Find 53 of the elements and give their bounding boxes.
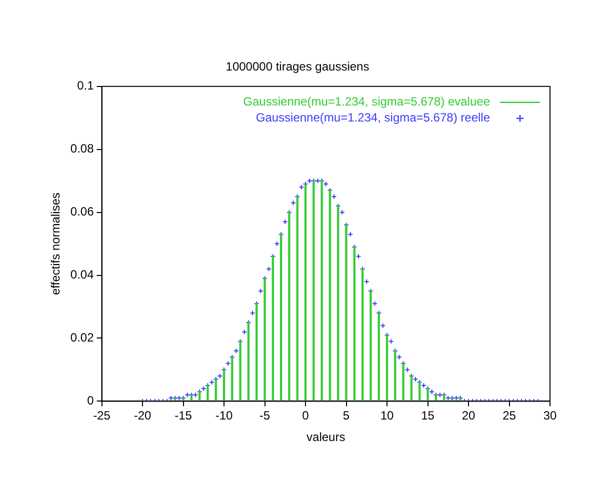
- bar: [239, 341, 242, 402]
- x-tick-label: 0: [302, 408, 310, 423]
- legend-label: Gaussienne(mu=1.234, sigma=5.678) evaluee: [243, 94, 490, 109]
- bar: [288, 212, 290, 402]
- x-tick-label: -5: [259, 408, 270, 423]
- bar: [264, 278, 266, 402]
- chart-title: 1000000 tirages gaussiens: [226, 60, 370, 74]
- y-axis-title: effectifs normalises: [48, 192, 63, 296]
- x-axis-title: valeurs: [306, 430, 346, 444]
- bar: [222, 369, 226, 402]
- bar: [231, 356, 234, 402]
- legend-label: Gaussienne(mu=1.234, sigma=5.678) reelle: [256, 110, 490, 125]
- bar: [328, 190, 332, 402]
- bar: [426, 388, 429, 402]
- bar: [370, 290, 372, 402]
- x-tick-label: 10: [380, 408, 394, 423]
- bar: [312, 180, 315, 402]
- bar: [280, 234, 282, 402]
- x-tick-label: -20: [134, 408, 152, 423]
- y-tick-label: 0.04: [70, 268, 94, 282]
- y-tick-label: 0.1: [77, 78, 94, 93]
- x-tick-label: 30: [543, 408, 557, 423]
- x-tick-label: -15: [174, 408, 192, 423]
- bar: [272, 256, 274, 402]
- x-tick-label: -25: [93, 408, 111, 423]
- x-tick-label: 20: [462, 408, 476, 423]
- bar: [337, 206, 340, 402]
- x-tick-label: 25: [502, 408, 516, 423]
- bar: [247, 322, 250, 402]
- bar: [345, 224, 348, 402]
- bar: [386, 334, 388, 402]
- bar: [394, 350, 396, 402]
- bar: [320, 180, 323, 402]
- bar: [418, 382, 421, 402]
- x-tick-label: 5: [342, 408, 350, 423]
- bar: [378, 312, 380, 402]
- y-tick-label: 0.08: [70, 142, 94, 156]
- bar: [353, 246, 356, 402]
- bar: [451, 398, 454, 402]
- bar: [214, 378, 217, 402]
- bar: [361, 268, 364, 402]
- bar: [402, 363, 404, 402]
- y-tick-label: 0: [87, 394, 94, 408]
- bar: [296, 196, 298, 402]
- y-tick-label: 0.06: [70, 204, 94, 219]
- x-tick-label: -10: [215, 408, 233, 423]
- bar: [410, 376, 413, 402]
- bar: [206, 385, 209, 402]
- x-tick-label: 15: [421, 408, 435, 423]
- bar: [182, 398, 184, 402]
- bar: [256, 303, 258, 402]
- bar: [304, 184, 307, 402]
- y-tick-label: 0.02: [70, 330, 94, 345]
